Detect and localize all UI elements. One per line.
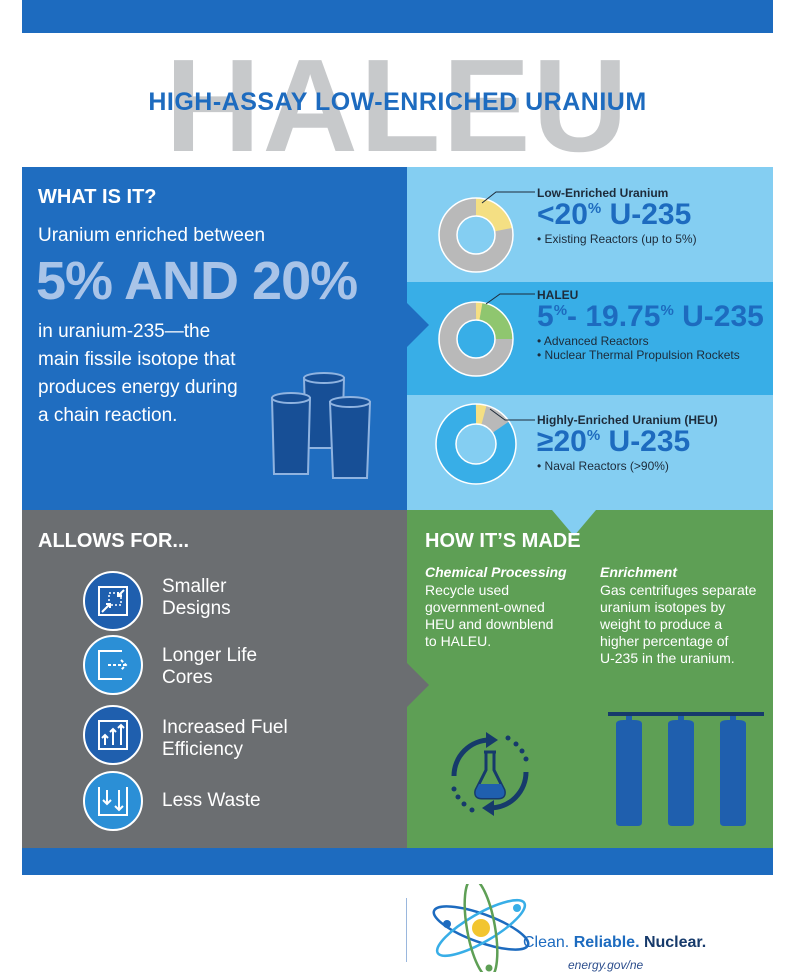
chem-line1: Recycle used <box>425 582 510 598</box>
haleu-block: HALEU 5%- 19.75% U-235 • Advanced Reacto… <box>537 288 764 362</box>
slogan: Clean. Reliable. Nuclear. <box>523 934 706 952</box>
leu-isotope: U-235 <box>609 198 692 231</box>
haleu-title: HALEU <box>537 288 579 302</box>
leu-unit: % <box>587 200 602 217</box>
haleu-isotope: U-235 <box>682 300 764 333</box>
leu-value: 20 <box>554 198 588 231</box>
allows-heading: ALLOWS FOR... <box>38 530 190 552</box>
benefit-1-line2: Designs <box>162 598 231 619</box>
heu-prefix: ≥ <box>537 425 554 458</box>
top-bar <box>22 0 773 33</box>
heu-title: Highly-Enriched Uranium (HEU) <box>537 413 718 427</box>
benefit-waste: Less Waste <box>162 790 261 812</box>
benefit-1-line1: Smaller <box>162 576 227 597</box>
enrichment-block: Enrichment Gas centrifuges separate uran… <box>600 564 770 667</box>
enr-line1: Gas centrifuges separate <box>600 582 757 598</box>
slogan-nuclear: Nuclear. <box>643 934 707 951</box>
benefit-smaller: Smaller Designs <box>162 576 231 620</box>
leu-block: Low-Enriched Uranium <20% U-235 • Existi… <box>537 186 697 246</box>
footer-url: energy.gov/ne <box>568 958 644 972</box>
enrichment-title: Enrichment <box>600 564 678 580</box>
heu-value: 20 <box>553 425 587 458</box>
what-line4: produces energy during <box>38 377 238 398</box>
benefit-2-line1: Longer Life <box>162 645 258 666</box>
what-line3: main fissile isotope that <box>38 349 236 370</box>
heu-block: Highly-Enriched Uranium (HEU) ≥20% U-235… <box>537 413 718 473</box>
what-line1: Uranium enriched between <box>38 225 266 246</box>
bottom-bar <box>22 848 773 875</box>
heu-isotope: U-235 <box>608 425 691 458</box>
enrichment-range: 5% AND 20% <box>36 251 358 311</box>
chem-line2: government-owned <box>425 599 545 615</box>
made-heading: HOW IT’S MADE <box>425 530 581 552</box>
centrifuges-icon <box>608 712 764 826</box>
slogan-clean: Clean. <box>523 934 574 951</box>
page-title: HIGH-ASSAY LOW-ENRICHED URANIUM <box>148 88 647 116</box>
footer-divider <box>406 898 407 962</box>
haleu-donut-icon <box>438 301 514 377</box>
benefit-3-line1: Increased Fuel <box>162 717 288 738</box>
benefit-4-line1: Less Waste <box>162 790 261 811</box>
heu-donut-icon <box>435 403 517 485</box>
how-its-made-panel <box>407 510 773 848</box>
heu-bullet-1: • Naval Reactors (>90%) <box>537 459 669 473</box>
leu-donut-icon <box>438 197 514 273</box>
haleu-unit2: % <box>660 302 674 319</box>
what-line5: a chain reaction. <box>38 405 178 426</box>
atom-logo-icon <box>432 884 530 972</box>
benefit-longer: Longer Life Cores <box>162 645 257 689</box>
enr-line5: U-235 in the uranium. <box>600 650 735 666</box>
down-arrows-icon <box>83 771 143 831</box>
leu-bullet-1: • Existing Reactors (up to 5%) <box>537 232 697 246</box>
leu-title: Low-Enriched Uranium <box>537 186 669 200</box>
haleu-panel <box>407 282 773 395</box>
chem-title: Chemical Processing <box>425 564 567 580</box>
enr-line2: uranium isotopes by <box>600 599 726 615</box>
benefit-3-line2: Efficiency <box>162 739 243 760</box>
heu-unit: % <box>586 427 601 444</box>
chem-line4: to HALEU. <box>425 633 492 649</box>
haleu-sep: - 19.75 <box>567 300 661 333</box>
chem-block: Chemical Processing Recycle used governm… <box>425 564 595 650</box>
rising-arrows-icon <box>83 705 143 765</box>
fuel-pellets-icon <box>270 372 372 479</box>
haleu-value: 5 <box>537 300 554 333</box>
chem-line3: HEU and downblend <box>425 616 554 632</box>
what-heading: WHAT IS IT? <box>38 186 157 208</box>
watermark-text: HALEU <box>165 32 630 179</box>
haleu-bullet-1: • Advanced Reactors <box>537 334 649 348</box>
shrink-icon <box>83 571 143 631</box>
haleu-unit: % <box>553 302 568 319</box>
enr-line4: higher percentage of <box>600 633 729 649</box>
what-line2: in uranium-235—the <box>38 321 211 342</box>
haleu-bullet-2: • Nuclear Thermal Propulsion Rockets <box>537 348 740 362</box>
benefit-2-line2: Cores <box>162 667 213 688</box>
benefit-efficiency: Increased Fuel Efficiency <box>162 717 288 761</box>
slogan-reliable: Reliable. <box>573 934 644 951</box>
enr-line3: weight to produce a <box>600 616 723 632</box>
leu-prefix: < <box>537 198 555 231</box>
extend-arrow-icon <box>83 635 143 695</box>
flask-recycle-icon <box>451 732 529 816</box>
